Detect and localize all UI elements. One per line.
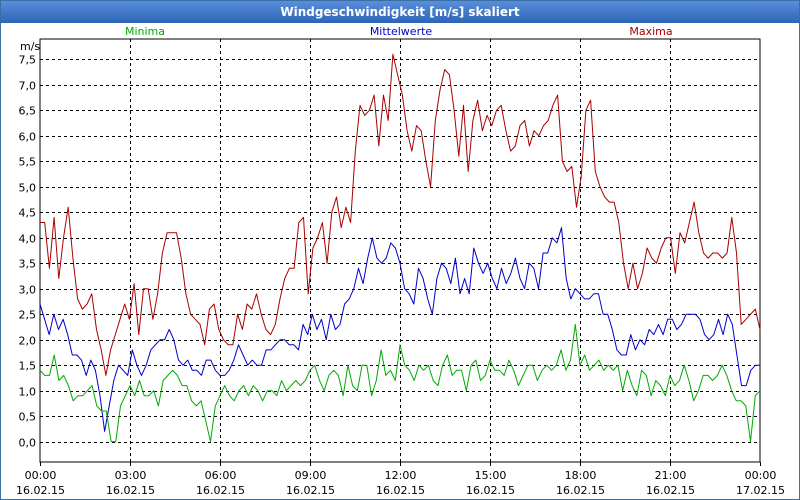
y-tick-label: 5,5 xyxy=(19,156,37,169)
series-line-mittelwerte xyxy=(39,227,760,432)
x-tick-time: 15:00 xyxy=(475,469,507,482)
y-tick-label: 5,0 xyxy=(19,182,37,195)
y-tick-label: 3,5 xyxy=(19,258,37,271)
series-line-minima xyxy=(39,323,761,443)
y-tick-label: 1,5 xyxy=(19,360,37,373)
x-tick-date: 16.02.15 xyxy=(646,484,695,497)
x-tick-time: 00:00 xyxy=(745,469,777,482)
x-tick-date: 16.02.15 xyxy=(376,484,425,497)
x-tick-date: 16.02.15 xyxy=(16,484,65,497)
window-title: Windgeschwindigkeit [m/s] skaliert xyxy=(1,1,799,23)
x-tick-date: 16.02.15 xyxy=(466,484,515,497)
x-tick-time: 09:00 xyxy=(295,469,327,482)
x-tick-date: 17.02.15 xyxy=(736,484,785,497)
y-tick-label: 7,5 xyxy=(19,54,37,67)
y-tick-label: 4,5 xyxy=(19,207,37,220)
y-axis-label: m/s xyxy=(20,40,40,53)
legend-minima: Minima xyxy=(125,25,165,38)
x-tick-date: 16.02.15 xyxy=(106,484,155,497)
y-tick-label: 7,0 xyxy=(19,80,37,93)
y-tick-label: 0,5 xyxy=(19,411,37,424)
y-tick-label: 3,0 xyxy=(19,284,37,297)
x-tick-time: 21:00 xyxy=(655,469,687,482)
y-tick-label: 0,0 xyxy=(19,437,37,450)
y-tick-label: 6,5 xyxy=(19,105,37,118)
x-tick-time: 06:00 xyxy=(205,469,237,482)
x-tick-time: 18:00 xyxy=(565,469,597,482)
y-tick-label: 2,0 xyxy=(19,335,37,348)
legend-mittelwerte: Mittelwerte xyxy=(370,25,433,38)
y-tick-label: 1,0 xyxy=(19,386,37,399)
x-tick-time: 03:00 xyxy=(115,469,147,482)
y-tick-label: 4,0 xyxy=(19,233,37,246)
x-tick-date: 16.02.15 xyxy=(556,484,605,497)
series-line-maxima xyxy=(40,53,761,376)
legend-maxima: Maxima xyxy=(629,25,672,38)
y-tick-label: 6,0 xyxy=(19,131,37,144)
x-tick-time: 00:00 xyxy=(25,469,57,482)
x-tick-date: 16.02.15 xyxy=(196,484,245,497)
y-tick-label: 2,5 xyxy=(19,309,37,322)
x-tick-date: 16.02.15 xyxy=(286,484,335,497)
x-tick-time: 12:00 xyxy=(385,469,417,482)
